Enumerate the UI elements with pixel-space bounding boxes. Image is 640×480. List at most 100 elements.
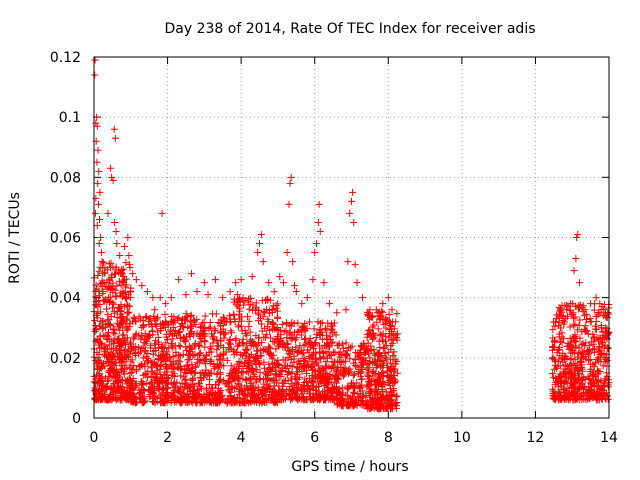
data-point [315,200,323,208]
data-point [168,396,176,404]
data-point [595,354,603,362]
data-point [100,360,108,368]
data-point [222,318,230,326]
data-point [313,240,321,248]
data-point [311,338,319,346]
data-point [91,56,99,64]
data-point [360,350,368,358]
data-point [555,383,563,391]
data-point [103,279,111,287]
data-point [129,365,137,373]
data-point [179,351,187,359]
data-point [159,386,167,394]
data-point [202,355,210,363]
data-point [303,369,311,377]
data-point [392,318,400,326]
data-point [571,320,579,328]
data-point [379,361,387,369]
data-point [343,347,351,355]
data-point [185,331,193,339]
data-point [356,393,364,401]
data-point [95,371,103,379]
data-point [604,344,612,352]
data-point [257,230,265,238]
data-point [95,338,103,346]
data-point [357,373,365,381]
data-point [161,310,169,318]
data-point [220,314,228,322]
data-point [255,306,263,314]
data-point [206,370,214,378]
data-point [567,349,575,357]
data-point [132,276,140,284]
data-point [383,392,391,400]
data-point [99,259,107,267]
data-point [388,340,396,348]
data-point [200,374,208,382]
data-point [202,386,210,394]
data-point [235,295,243,303]
data-point [161,361,169,369]
data-point [175,342,183,350]
data-point [284,354,292,362]
data-point [285,200,293,208]
data-point [92,119,100,127]
data-point [242,352,250,360]
data-point [308,362,316,370]
data-point [549,326,557,334]
data-point [152,362,160,370]
data-point [99,317,107,325]
data-point [114,303,122,311]
data-point [259,258,267,266]
data-point [290,320,298,328]
data-point [305,352,313,360]
data-point [215,377,223,385]
y-tick-label: 0.08 [50,170,81,186]
data-point [604,330,612,338]
data-point [589,368,597,376]
data-point [144,357,152,365]
data-point [382,324,390,332]
data-point [121,337,129,345]
data-point [120,358,128,366]
data-point [91,317,99,325]
data-point [598,305,606,313]
data-point [362,392,370,400]
data-point [242,346,250,354]
data-point [584,330,592,338]
data-point [311,249,319,257]
data-point [350,370,358,378]
data-point [326,388,334,396]
data-point [106,322,114,330]
data-point [327,352,335,360]
data-point [280,377,288,385]
data-point [221,380,229,388]
data-point [252,305,260,313]
data-point [156,383,164,391]
data-point [254,357,262,365]
data-point [182,313,190,321]
data-point [323,341,331,349]
data-point [256,368,264,376]
data-point [113,282,121,290]
data-point [200,392,208,400]
data-point [556,362,564,370]
data-point [573,234,581,241]
data-point [580,312,588,320]
data-point [177,399,185,407]
data-point [373,404,381,412]
data-point [320,279,328,287]
data-point [214,385,222,393]
data-point [276,273,284,281]
data-point [262,346,270,354]
data-point [300,386,308,394]
data-point [260,358,268,366]
data-point [180,324,188,332]
data-point [117,289,125,297]
data-point [379,337,387,345]
data-point [288,395,296,403]
data-point [393,330,401,338]
data-point [128,368,136,376]
data-point [260,345,268,353]
data-point [373,391,381,399]
